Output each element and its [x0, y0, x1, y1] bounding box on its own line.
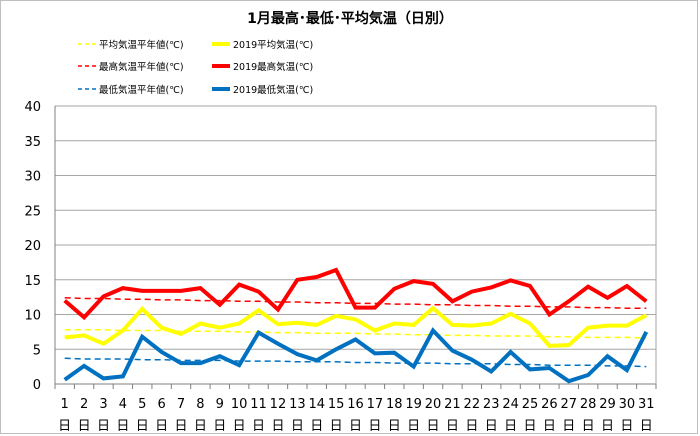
legend-label-0: 平均気温平年値(℃): [99, 39, 184, 51]
x-tick-suffix: 日: [407, 419, 420, 434]
x-tick-suffix: 日: [175, 419, 188, 434]
x-tick-suffix: 日: [601, 419, 614, 434]
x-tick-suffix: 日: [349, 419, 362, 434]
x-tick-suffix: 日: [78, 419, 91, 434]
x-tick-suffix: 日: [504, 419, 517, 434]
x-tick-suffix: 日: [233, 419, 246, 434]
x-tick-suffix: 日: [252, 419, 265, 434]
x-tick-suffix: 日: [58, 419, 71, 434]
x-tick-label: 20: [425, 397, 442, 412]
x-tick-suffix: 日: [523, 419, 536, 434]
x-tick-label: 23: [483, 397, 500, 412]
y-tick-label: 40: [24, 100, 41, 115]
y-tick-label: 30: [24, 170, 41, 185]
y-tick-label: 25: [24, 204, 41, 219]
x-tick-label: 24: [502, 397, 519, 412]
x-tick-label: 15: [328, 397, 345, 412]
x-tick-suffix: 日: [427, 419, 440, 434]
x-tick-label: 8: [196, 397, 204, 412]
legend-label-1: 2019平均気温(℃): [233, 39, 313, 51]
x-tick-label: 7: [177, 397, 185, 412]
x-tick-label: 3: [99, 397, 107, 412]
x-tick-label: 4: [119, 397, 127, 412]
x-tick-label: 22: [464, 397, 481, 412]
x-tick-label: 12: [270, 397, 287, 412]
x-tick-label: 28: [580, 397, 597, 412]
x-tick-suffix: 日: [640, 419, 653, 434]
x-tick-label: 26: [541, 397, 558, 412]
x-tick-label: 6: [157, 397, 165, 412]
y-tick-label: 10: [24, 309, 41, 324]
x-tick-label: 18: [386, 397, 403, 412]
x-tick-suffix: 日: [446, 419, 459, 434]
x-tick-label: 30: [619, 397, 636, 412]
x-tick-label: 17: [367, 397, 384, 412]
x-tick-suffix: 日: [620, 419, 633, 434]
x-tick-suffix: 日: [562, 419, 575, 434]
legend-label-4: 最低気温平年値(℃): [99, 84, 184, 96]
x-tick-suffix: 日: [543, 419, 556, 434]
gridlines: [55, 105, 656, 385]
x-tick-label: 19: [405, 397, 422, 412]
y-tick-label: 35: [24, 135, 41, 150]
y-tick-label: 0: [33, 378, 41, 393]
series-line-0: [64, 329, 647, 339]
x-tick-label: 14: [308, 397, 325, 412]
x-tick-suffix: 日: [155, 419, 168, 434]
x-tick-suffix: 日: [97, 419, 110, 434]
x-tick-label: 13: [289, 397, 306, 412]
x-tick-label: 1: [61, 397, 69, 412]
series-line-5: [63, 327, 649, 384]
x-tick-label: 16: [347, 397, 364, 412]
series-line-4: [64, 357, 647, 368]
x-tick-label: 10: [231, 397, 248, 412]
x-tick-label: 29: [599, 397, 616, 412]
x-tick-label: 21: [444, 397, 461, 412]
x-tick-suffix: 日: [291, 419, 304, 434]
series-lines: [63, 267, 649, 384]
series-line-3: [63, 267, 648, 321]
x-tick-suffix: 日: [194, 419, 207, 434]
axes: 05101520253035401日2日3日4日5日6日7日8日9日10日11日…: [24, 100, 657, 434]
x-tick-suffix: 日: [465, 419, 478, 434]
x-tick-suffix: 日: [388, 419, 401, 434]
x-tick-label: 5: [138, 397, 146, 412]
x-tick-label: 9: [216, 397, 224, 412]
legend-label-2: 最高気温平年値(℃): [99, 61, 184, 73]
x-tick-suffix: 日: [330, 419, 343, 434]
x-tick-suffix: 日: [310, 419, 323, 434]
x-tick-suffix: 日: [271, 419, 284, 434]
x-tick-label: 25: [522, 397, 539, 412]
x-tick-suffix: 日: [368, 419, 381, 434]
legend: 平均気温平年値(℃) 2019平均気温(℃) 最高気温平年値(℃) 2019最高気温(…: [78, 39, 313, 96]
x-tick-label: 2: [80, 397, 88, 412]
chart-title: 1月最高･最低･平均気温（日別）: [247, 11, 453, 27]
legend-label-5: 2019最低気温(℃): [233, 84, 313, 96]
x-tick-suffix: 日: [582, 419, 595, 434]
x-tick-label: 27: [560, 397, 577, 412]
x-tick-suffix: 日: [213, 419, 226, 434]
x-tick-suffix: 日: [485, 419, 498, 434]
y-tick-label: 5: [33, 343, 41, 358]
x-tick-label: 31: [638, 397, 655, 412]
y-tick-label: 15: [24, 274, 41, 289]
series-line-1: [64, 305, 648, 348]
x-tick-suffix: 日: [116, 419, 129, 434]
x-tick-label: 11: [250, 397, 267, 412]
x-tick-suffix: 日: [136, 419, 149, 434]
y-tick-label: 20: [24, 239, 41, 254]
legend-label-3: 2019最高気温(℃): [233, 61, 313, 73]
